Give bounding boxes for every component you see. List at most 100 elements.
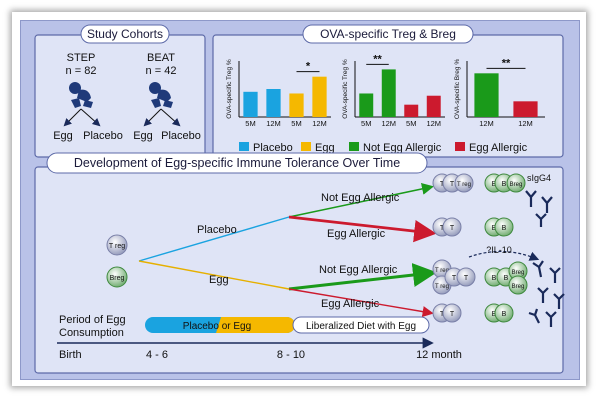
egg-branch-line [138,260,290,290]
svg-text:Breg: Breg [512,284,525,290]
axis-12-month: 12 month [416,349,462,361]
svg-text:B: B [504,275,509,282]
liberalized-diet-bar: Liberalized Diet with Egg [292,316,430,334]
b-cell-cluster-3: B B Breg Breg [484,261,528,295]
step-arrow-egg [63,108,82,127]
outcome-allergic-2: Egg Allergic [321,298,380,310]
chart-tick-label: 12M [426,119,441,128]
baby-icon [69,82,93,108]
chart-bar [404,104,419,117]
chart-sig-label: ** [502,57,511,69]
svg-text:T: T [440,311,445,318]
t-cell-cluster-1: T T T reg [432,173,474,193]
treg-chart-allergy: OVA-specific Treg % 5M 12M 5M 12M ** [342,53,445,128]
chart-bar [381,69,396,117]
beat-arm-placebo: Placebo [161,130,201,142]
breg-chart-allergy: OVA-specific Breg % 12M 12M ** [454,57,545,128]
treg-chart-placebo-egg: OVA-specific Treg % 5M 12M 5M 12M * [226,59,331,128]
svg-text:B: B [502,181,507,188]
beat-arrow-egg [143,108,162,127]
placebo-branch-label: Placebo [197,224,237,236]
chart-ylabel: OVA-specific Treg % [342,59,349,119]
chart-sig-label: ** [373,53,382,65]
t-cell-cluster-4: T T [432,303,462,323]
treg-cell: T reg [106,234,128,256]
chart-tick-label: 5M [245,119,255,128]
chart-bar [266,89,281,117]
chart-bar [513,101,538,117]
outcome-not-allergic-1: Not Egg Allergic [321,192,400,204]
chart-tick-label: 12M [266,119,281,128]
b-cell-cluster-2: B B [484,217,514,237]
chart-tick-label: 12M [479,119,494,128]
svg-text:T: T [440,225,445,232]
axis-birth: Birth [59,349,82,361]
chart-tick-label: 5M [361,119,371,128]
step-n: n = 82 [66,65,97,77]
outcome-not-allergic-2: Not Egg Allergic [319,264,398,276]
outcome-allergic-1: Egg Allergic [327,228,386,240]
egg-not-allergic-arrow [288,263,437,291]
beat-arm-egg: Egg [133,130,153,142]
step-arm-placebo: Placebo [83,130,123,142]
figure-svg: Study Cohorts STEP n = 82 Egg Placebo BE… [34,24,565,374]
treg-panel-title: OVA-specific Treg & Breg [320,27,456,41]
svg-text:B: B [502,311,507,318]
timeline-title: Development of Egg-specific Immune Toler… [74,156,400,170]
period-label-line2: Consumption [59,327,124,339]
chart-tick-label: 5M [406,119,416,128]
breg-cell: Breg [106,266,128,288]
timeline-panel: Development of Egg-specific Immune Toler… [34,152,565,374]
svg-text:B: B [492,181,497,188]
legend-placebo: Placebo [253,142,293,154]
svg-text:Breg: Breg [110,275,125,282]
svg-text:T: T [464,275,469,282]
svg-text:T: T [450,311,455,318]
svg-text:Breg: Breg [510,182,523,188]
svg-text:T reg: T reg [435,284,449,290]
beat-arrow-placebo [160,108,181,127]
svg-text:T reg: T reg [109,243,125,250]
chart-bar [359,93,374,117]
legend-swatch-placebo [239,142,249,151]
baby-icon [149,82,173,108]
t-cell-cluster-2: T T [432,217,462,237]
beat-n: n = 42 [146,65,177,77]
chart-tick-label: 12M [518,119,533,128]
b-cell-cluster-1: B B Breg [484,173,526,193]
chart-tick-label: 5M [291,119,301,128]
beat-name: BEAT [147,52,175,64]
step-arrow-placebo [80,108,101,127]
treg-breg-panel: OVA-specific Treg & Breg OVA-specific Tr… [212,24,564,158]
svg-text:B: B [492,311,497,318]
svg-text:B: B [492,225,497,232]
placebo-or-egg-bar: Placebo or Egg [145,317,295,333]
legend-swatch-egg [301,142,311,151]
treg-legend: Placebo Egg Not Egg Allergic Egg Allergi… [239,142,528,154]
chart-tick-label: 12M [312,119,327,128]
chart-ylabel: OVA-specific Breg % [454,59,461,119]
svg-text:T: T [450,225,455,232]
study-cohorts-panel: Study Cohorts STEP n = 82 Egg Placebo BE… [34,24,206,158]
svg-text:Liberalized Diet with Egg: Liberalized Diet with Egg [306,321,416,332]
il10-arrow [468,250,540,261]
step-arm-egg: Egg [53,130,73,142]
figure-canvas: Study Cohorts STEP n = 82 Egg Placebo BE… [20,20,580,380]
b-cell-cluster-4: B B [484,303,514,323]
chart-sig-label: * [306,61,311,73]
svg-text:Breg: Breg [512,270,525,276]
chart-bar [289,93,304,117]
legend-allergic: Egg Allergic [469,142,528,154]
chart-tick-label: 12M [381,119,396,128]
step-name: STEP [67,52,96,64]
chart-bar [474,73,499,117]
chart-bar [426,95,441,117]
placebo-not-allergic-arrow [288,182,434,218]
svg-text:T reg: T reg [435,268,449,274]
il10-label: ?IL-10 [486,245,512,255]
placebo-allergic-arrow [288,215,437,243]
sigg4-label: sIgG4 [527,173,551,183]
svg-text:T reg: T reg [457,182,471,188]
axis-4-6: 4 - 6 [146,349,168,361]
egg-branch-label: Egg [209,274,229,286]
